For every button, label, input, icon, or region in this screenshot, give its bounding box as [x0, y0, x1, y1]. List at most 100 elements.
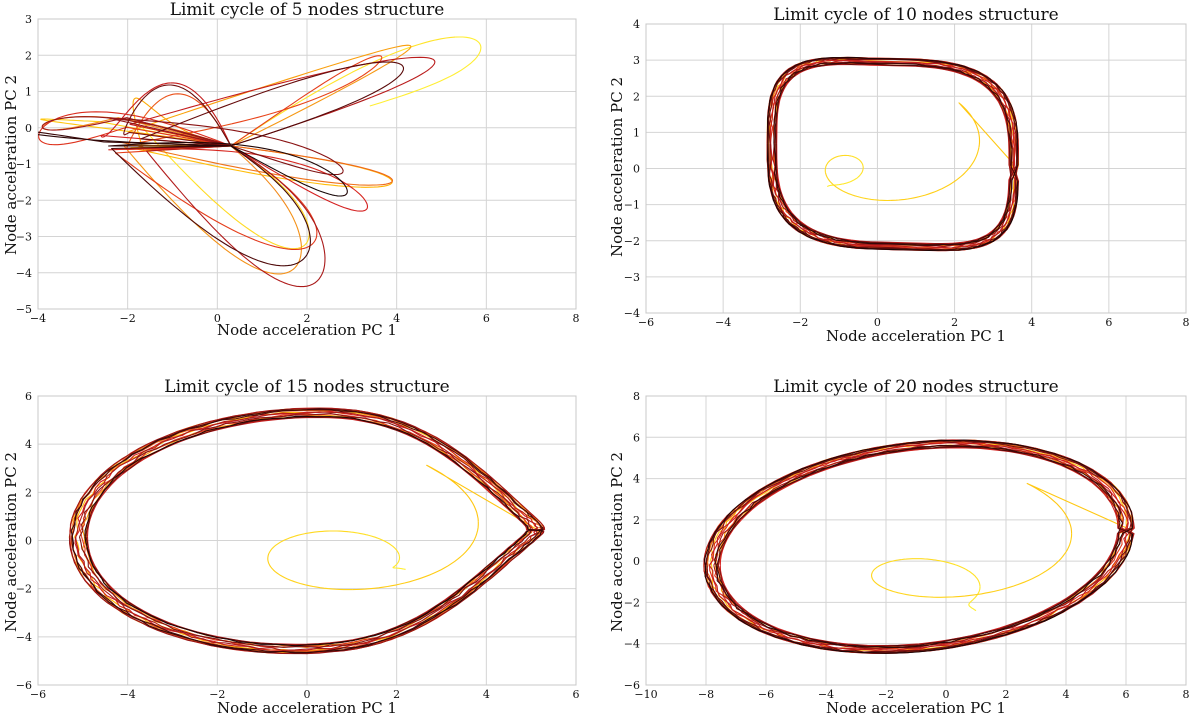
- trajectory-segment: [418, 436, 545, 625]
- x-tick-label: −10: [634, 688, 657, 701]
- trajectory-segment: [766, 143, 979, 252]
- trajectory-segment: [81, 536, 419, 648]
- y-tick-label: 6: [25, 390, 32, 403]
- x-tick-label: −6: [638, 316, 654, 329]
- y-tick-label: 0: [25, 122, 32, 135]
- trajectory-segment: [890, 146, 980, 201]
- trajectory-segment: [84, 536, 418, 647]
- y-tick-label: −3: [16, 231, 32, 244]
- trajectory-segment: [769, 59, 977, 144]
- y-tick-label: −2: [624, 596, 640, 609]
- y-tick-label: 2: [25, 49, 32, 62]
- trajectory-segment: [108, 140, 366, 201]
- trajectory-segment: [766, 143, 979, 252]
- trajectory-segment: [713, 443, 1022, 566]
- trajectory-segment: [85, 536, 418, 646]
- trajectory-segment: [392, 554, 401, 568]
- trajectory-segment: [123, 84, 182, 135]
- trajectory-segment: [705, 440, 1025, 566]
- trajectory-segment: [261, 166, 326, 288]
- x-tick-label: 8: [1183, 688, 1190, 701]
- x-tick-label: 2: [304, 312, 311, 325]
- x-tick-label: −4: [818, 688, 834, 701]
- y-tick-label: 2: [633, 514, 640, 527]
- x-tick-label: −2: [878, 688, 894, 701]
- trajectory-segment: [766, 143, 979, 252]
- y-tick-label: 0: [633, 163, 640, 176]
- trajectory-segment: [716, 445, 1020, 566]
- trajectory-segment: [717, 446, 1019, 566]
- trajectory-segment: [418, 530, 529, 619]
- y-tick-label: 2: [633, 90, 640, 103]
- trajectory-segment: [708, 442, 1023, 566]
- trajectory-segment: [972, 76, 1013, 242]
- y-tick-label: 6: [633, 431, 640, 444]
- trajectory-segment: [871, 558, 940, 573]
- trajectory-segment: [243, 183, 318, 250]
- trajectory-segment: [141, 36, 456, 185]
- y-tick-label: 1: [25, 86, 32, 99]
- y-tick-label: −4: [624, 307, 640, 320]
- x-tick-label: 2: [393, 688, 400, 701]
- trajectory-segment: [71, 536, 425, 654]
- trajectory-segment: [776, 64, 973, 144]
- trajectory-segment: [773, 143, 974, 246]
- x-tick-label: 4: [1063, 688, 1070, 701]
- trajectory-segment: [124, 118, 344, 172]
- y-tick-label: 2: [25, 486, 32, 499]
- trajectory-segment: [230, 145, 343, 197]
- x-tick-label: 2: [1003, 688, 1010, 701]
- trajectory-segment: [68, 537, 427, 655]
- trajectory-segment: [268, 530, 349, 554]
- trajectory-segment: [973, 71, 1019, 243]
- trajectory-segment: [974, 75, 1019, 248]
- trajectory-segment: [773, 61, 974, 144]
- trajectory-segment: [704, 565, 1026, 654]
- trajectory-segment: [70, 537, 425, 653]
- trajectory-segment: [71, 409, 425, 538]
- trajectory-segment: [715, 565, 1021, 649]
- y-tick-label: −5: [16, 303, 32, 316]
- trajectory-segment: [392, 566, 406, 570]
- x-axis-label: Node acceleration PC 1: [826, 327, 1006, 345]
- trajectory-segment: [775, 143, 973, 246]
- trajectory-segment: [969, 586, 981, 604]
- trajectory-segment: [824, 154, 852, 173]
- y-tick-label: 4: [633, 473, 640, 486]
- trajectory-segment: [717, 446, 1019, 566]
- y-tick-label: −6: [16, 679, 32, 692]
- y-tick-label: −1: [16, 158, 32, 171]
- trajectory-segment: [775, 63, 973, 144]
- trajectory-segment: [1025, 533, 1134, 629]
- trajectory-segment: [1024, 447, 1133, 628]
- y-axis-label: Node acceleration PC 2: [2, 75, 20, 255]
- trajectory-segment: [773, 61, 974, 144]
- trajectory-segment: [315, 61, 405, 119]
- trajectory-segment: [84, 415, 418, 537]
- trajectory-segment: [71, 537, 424, 653]
- chart-title: Limit cycle of 15 nodes structure: [164, 377, 449, 397]
- trajectory-segment: [772, 61, 975, 144]
- trajectory-segment: [417, 432, 543, 619]
- trajectory-segment: [770, 143, 977, 249]
- trajectory-segment: [717, 565, 1020, 647]
- plot-frame: [37, 395, 577, 686]
- trajectory-segment: [38, 111, 218, 142]
- y-tick-label: 3: [25, 13, 32, 26]
- chart-title: Limit cycle of 5 nodes structure: [170, 0, 445, 20]
- plot-frame: [645, 395, 1187, 686]
- trajectory-segment: [421, 434, 544, 625]
- trajectory-segment: [713, 444, 1022, 566]
- x-tick-label: −4: [715, 316, 731, 329]
- chart-title: Limit cycle of 10 nodes structure: [773, 5, 1058, 25]
- trajectory-segment: [772, 143, 975, 248]
- x-tick-label: 6: [1123, 688, 1130, 701]
- trajectory-segment: [939, 560, 981, 587]
- trajectory-segment: [348, 531, 400, 555]
- trajectory-segment: [38, 131, 237, 150]
- x-tick-label: 0: [214, 312, 221, 325]
- trajectory-segment: [38, 134, 232, 147]
- trajectory-segment: [773, 61, 975, 144]
- trajectory-segment: [838, 174, 862, 186]
- x-tick-label: 6: [1105, 316, 1112, 329]
